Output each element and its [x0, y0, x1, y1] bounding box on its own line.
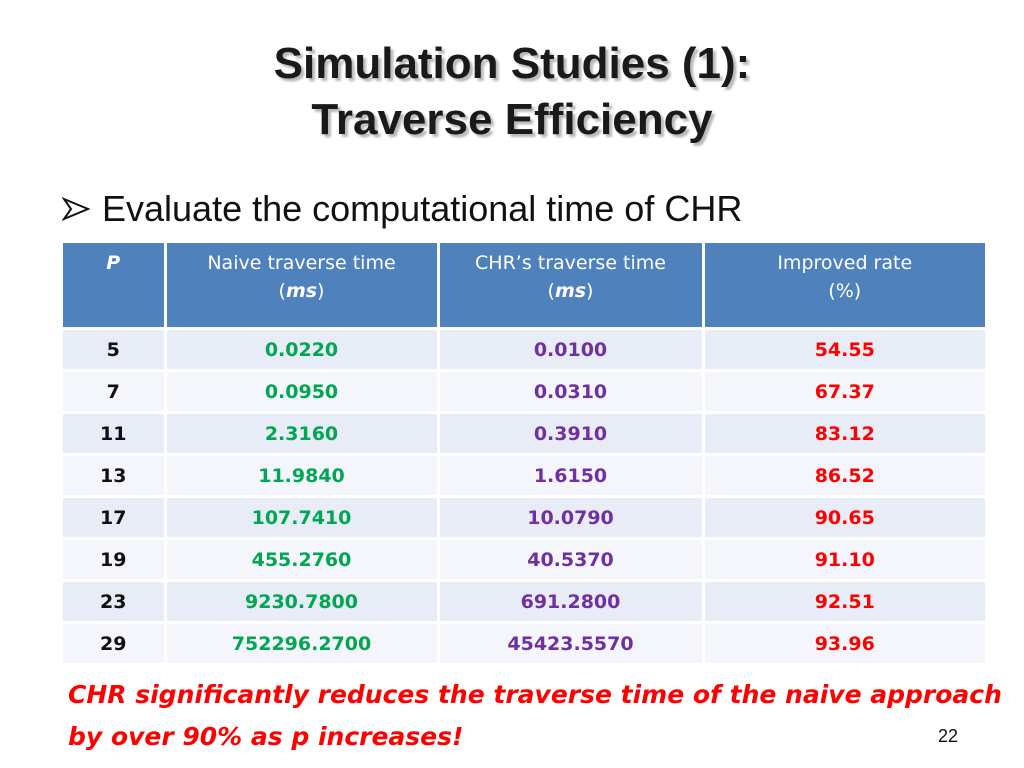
arrow-bullet-icon [62, 197, 90, 221]
cell-p: 7 [63, 369, 165, 413]
cell-chr-time: 0.3910 [436, 411, 703, 455]
cell-improved-rate: 91.10 [701, 537, 985, 581]
header-naive-time: Naive traverse time (ms) [163, 243, 438, 330]
table-row: 17 107.7410 10.0790 90.65 [63, 495, 985, 539]
title-line-2: Traverse Efficiency [311, 95, 713, 144]
header-rate-label: Improved rate [777, 252, 913, 274]
cell-improved-rate: 93.96 [701, 621, 985, 663]
header-naive-label: Naive traverse time [207, 252, 396, 274]
cell-naive-time: 9230.7800 [163, 579, 438, 623]
header-p: P [63, 243, 165, 330]
table-header-row: P Naive traverse time (ms) CHR’s traverse… [63, 243, 985, 330]
page-number: 22 [938, 726, 959, 746]
conclusion-line-1: CHR significantly reduces the traverse t… [68, 680, 1002, 709]
title-line-1: Simulation Studies (1): [273, 39, 751, 88]
conclusion-text: CHR significantly reduces the traverse t… [68, 674, 1008, 758]
table-row: 5 0.0220 0.0100 54.55 [63, 327, 985, 371]
conclusion-line-2: by over 90% as p increases! [68, 722, 464, 751]
table-row: 11 2.3160 0.3910 83.12 [63, 411, 985, 455]
cell-chr-time: 0.0310 [436, 369, 703, 413]
header-naive-unit: ms [285, 280, 318, 302]
cell-chr-time: 1.6150 [436, 453, 703, 497]
bullet-text: Evaluate the computational time of CHR [102, 188, 743, 229]
slide-title: Simulation Studies (1): Traverse Efficie… [0, 36, 1024, 148]
cell-naive-time: 0.0220 [163, 327, 438, 371]
cell-naive-time: 752296.2700 [163, 621, 438, 663]
cell-chr-time: 10.0790 [436, 495, 703, 539]
cell-chr-time: 45423.5570 [436, 621, 703, 663]
bullet-item: Evaluate the computational time of CHR [62, 186, 742, 232]
cell-p: 11 [63, 411, 165, 455]
cell-naive-time: 455.2760 [163, 537, 438, 581]
cell-improved-rate: 67.37 [701, 369, 985, 413]
cell-chr-time: 0.0100 [436, 327, 703, 371]
cell-improved-rate: 83.12 [701, 411, 985, 455]
header-chr-unit: ms [554, 280, 587, 302]
cell-p: 19 [63, 537, 165, 581]
table-row: 13 11.9840 1.6150 86.52 [63, 453, 985, 497]
cell-p: 13 [63, 453, 165, 497]
cell-chr-time: 40.5370 [436, 537, 703, 581]
cell-chr-time: 691.2800 [436, 579, 703, 623]
table-row: 23 9230.7800 691.2800 92.51 [63, 579, 985, 623]
cell-improved-rate: 92.51 [701, 579, 985, 623]
cell-p: 29 [63, 621, 165, 663]
cell-naive-time: 2.3160 [163, 411, 438, 455]
cell-p: 17 [63, 495, 165, 539]
cell-naive-time: 107.7410 [163, 495, 438, 539]
cell-naive-time: 11.9840 [163, 453, 438, 497]
header-improved-rate: Improved rate (%) [701, 243, 985, 330]
table-row: 7 0.0950 0.0310 67.37 [63, 369, 985, 413]
traverse-time-table: P Naive traverse time (ms) CHR’s traverse… [63, 243, 985, 663]
cell-naive-time: 0.0950 [163, 369, 438, 413]
cell-improved-rate: 54.55 [701, 327, 985, 371]
cell-p: 5 [63, 327, 165, 371]
table-row: 29 752296.2700 45423.5570 93.96 [63, 621, 985, 663]
cell-improved-rate: 86.52 [701, 453, 985, 497]
header-chr-time: CHR’s traverse time (ms) [436, 243, 703, 330]
table-row: 19 455.2760 40.5370 91.10 [63, 537, 985, 581]
header-chr-label: CHR’s traverse time [475, 252, 666, 274]
cell-p: 23 [63, 579, 165, 623]
cell-improved-rate: 90.65 [701, 495, 985, 539]
header-rate-unit: (%) [828, 280, 862, 302]
